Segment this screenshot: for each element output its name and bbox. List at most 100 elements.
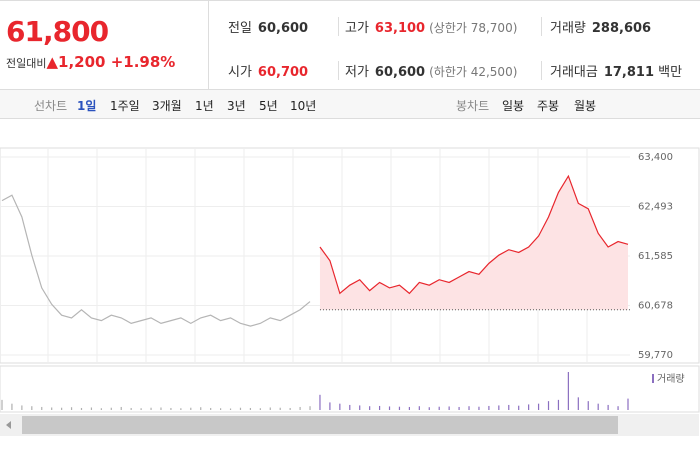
stat: 저가 60,600 (하한가 42,500) <box>338 61 517 80</box>
volume-bar <box>349 404 351 410</box>
volume-bar <box>607 404 609 410</box>
y-tick-label: 63,400 <box>638 152 673 163</box>
area <box>319 176 628 310</box>
stat-label: 저가 <box>345 65 369 80</box>
volume-bar <box>120 406 122 410</box>
volume-bar <box>180 408 182 410</box>
scroll-left-arrow[interactable] <box>6 421 11 429</box>
volume-bar <box>577 397 579 410</box>
volume-bar <box>378 405 381 410</box>
volume-bar <box>61 407 63 410</box>
volume-bar <box>627 398 629 410</box>
tab[interactable]: 1일 <box>77 99 97 113</box>
price-line <box>1 194 311 327</box>
stat-value: 17,811 <box>603 65 655 80</box>
volume-bar <box>269 407 271 410</box>
stat-value: 60,600 <box>374 65 426 80</box>
volume-bar <box>478 406 480 410</box>
volume-bar <box>617 406 619 410</box>
stat-unit: 백만 <box>658 65 683 80</box>
volume-bar <box>140 408 142 410</box>
stat-value: 60,700 <box>257 65 309 80</box>
volume-bar <box>408 406 410 410</box>
price-line <box>319 174 629 295</box>
stat-value: 63,100 <box>374 21 426 36</box>
volume-bar <box>229 408 232 410</box>
volume-bar <box>319 394 321 410</box>
tab[interactable]: 1년 <box>195 99 214 113</box>
change: 전일대비▲1,200 +1.98% <box>6 53 176 71</box>
volume-bar <box>110 407 112 410</box>
volume-bar <box>537 403 540 410</box>
volume-bar <box>41 406 43 410</box>
stat-value: 60,600 <box>257 21 309 36</box>
tab[interactable]: 주봉 <box>537 99 560 113</box>
volume-bar <box>21 405 23 410</box>
volume-bar <box>70 407 73 410</box>
volume-bar <box>31 406 33 410</box>
volume-legend: 거래량 <box>657 373 685 385</box>
stat-label: 전일 <box>228 21 252 36</box>
volume-bar <box>547 401 550 410</box>
tab[interactable]: 10년 <box>290 99 317 113</box>
volume-bar <box>398 406 401 410</box>
volume-bar <box>170 407 172 410</box>
volume-bar <box>220 408 222 410</box>
quote-header: 61,800 전일대비▲1,200 +1.98% 전일 60,600 고가 63,1… <box>0 0 700 90</box>
volume-bar <box>339 403 341 410</box>
tab-bar: 선차트 1일 1주일 3개월 1년 3년 5년 10년 봉차트 일봉 주봉 월봉 <box>0 90 700 119</box>
volume-bar <box>369 406 371 410</box>
volume-bar <box>438 406 440 410</box>
volume-bar <box>448 406 450 410</box>
plot-frame <box>0 147 700 364</box>
volume-bar <box>289 407 291 410</box>
change-pct: +1.98% <box>110 53 176 71</box>
tab[interactable]: 1주일 <box>110 99 140 113</box>
tab[interactable]: 일봉 <box>502 99 525 113</box>
volume-bar <box>329 402 331 410</box>
volume-legend-swatch <box>652 374 654 383</box>
volume-bar <box>488 405 490 410</box>
y-tick-label: 61,585 <box>638 251 673 262</box>
volume-bar <box>130 407 132 410</box>
volume-bar <box>418 406 420 410</box>
chart: 63,400 62,493 61,585 60,678 59,770 거래량 <box>0 147 700 436</box>
volume-bar <box>359 405 361 410</box>
price: 61,800 <box>6 15 109 48</box>
price-box: 61,800 전일대비▲1,200 +1.98% <box>0 1 209 90</box>
volume-bar <box>80 407 83 410</box>
volume-bar <box>458 406 460 410</box>
volume-bar <box>210 407 212 410</box>
stat: 고가 63,100 (상한가 78,700) <box>338 17 517 36</box>
stat-label: 거래량 <box>550 21 586 36</box>
volume-bar <box>239 407 242 410</box>
stat: 전일 60,600 <box>228 17 308 36</box>
stat: 거래량 288,606 <box>541 17 651 36</box>
volume-bar <box>160 407 162 410</box>
tab-group-label: 봉차트 <box>456 99 490 113</box>
volume-bar <box>90 407 93 410</box>
tab[interactable]: 월봉 <box>574 99 597 113</box>
volume-bar <box>567 372 569 410</box>
volume-bar <box>249 407 252 410</box>
volume-bar <box>200 407 202 410</box>
tab[interactable]: 3년 <box>227 99 246 113</box>
volume-bar <box>468 406 470 410</box>
y-tick-label: 59,770 <box>638 350 673 361</box>
volume-bar <box>1 399 3 410</box>
volume-bar <box>309 406 311 410</box>
tab[interactable]: 3개월 <box>152 99 182 113</box>
volume-bar <box>597 403 599 410</box>
volume-bar <box>299 406 301 410</box>
volume-bar <box>388 406 391 410</box>
tab[interactable]: 5년 <box>259 99 278 113</box>
volume-bar <box>150 407 152 410</box>
stat-label: 거래대금 <box>550 65 598 80</box>
scroll-thumb[interactable] <box>22 416 618 434</box>
volume-bar <box>279 407 281 410</box>
change-label: 전일대비 <box>6 57 47 70</box>
y-tick-label: 60,678 <box>638 300 673 311</box>
volume-bar <box>100 408 102 410</box>
tab-group-label: 선차트 <box>34 99 68 113</box>
